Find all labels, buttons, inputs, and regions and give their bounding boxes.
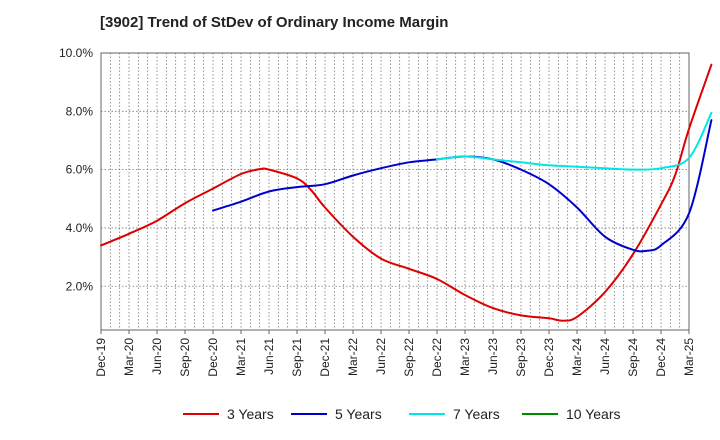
x-tick-label: Mar-25: [682, 338, 696, 376]
chart-title: [3902] Trend of StDev of Ordinary Income…: [100, 14, 449, 31]
legend-item: 10 Years: [522, 404, 621, 424]
y-tick-label: 8.0%: [66, 104, 94, 118]
legend-swatch: [409, 413, 445, 415]
legend-label: 5 Years: [335, 406, 382, 422]
plot-frame: [100, 52, 690, 331]
plot-area: [101, 53, 689, 330]
x-tick-label: Sep-21: [290, 338, 304, 377]
x-tick-label: Dec-24: [654, 338, 668, 377]
legend-item: 5 Years: [291, 404, 382, 424]
legend-label: 7 Years: [453, 406, 500, 422]
x-tick-label: Mar-21: [234, 338, 248, 376]
x-tick-label: Dec-23: [542, 338, 556, 377]
legend-label: 3 Years: [227, 406, 274, 422]
legend: 3 Years 5 Years 7 Years 10 Years: [0, 404, 720, 426]
legend-swatch: [183, 413, 219, 415]
x-tick-label: Jun-24: [598, 338, 612, 375]
y-tick-label: 6.0%: [66, 163, 94, 177]
x-tick-label: Dec-20: [206, 338, 220, 377]
legend-label: 10 Years: [566, 406, 621, 422]
x-tick-label: Mar-24: [570, 338, 584, 376]
y-tick-label: 2.0%: [66, 279, 94, 293]
legend-swatch: [522, 413, 558, 415]
series-line-7-years: [436, 111, 713, 171]
series-line-3-years: [100, 63, 713, 322]
y-tick-label: 10.0%: [59, 46, 93, 60]
x-tick-label: Dec-21: [318, 338, 332, 377]
x-tick-label: Jun-20: [150, 338, 164, 375]
legend-item: 7 Years: [409, 404, 500, 424]
x-tick-label: Sep-23: [514, 338, 528, 377]
x-tick-label: Sep-24: [626, 338, 640, 377]
x-tick-label: Sep-22: [402, 338, 416, 377]
x-tick-label: Mar-22: [346, 338, 360, 376]
x-tick-label: Sep-20: [178, 338, 192, 377]
legend-item: 3 Years: [183, 404, 274, 424]
x-tick-label: Jun-23: [486, 338, 500, 375]
x-tick-label: Dec-22: [430, 338, 444, 377]
x-tick-label: Jun-21: [262, 338, 276, 375]
x-tick-label: Dec-19: [94, 338, 108, 377]
y-tick-label: 4.0%: [66, 221, 94, 235]
x-tick-label: Jun-22: [374, 338, 388, 375]
legend-swatch: [291, 413, 327, 415]
x-tick-label: Mar-20: [122, 338, 136, 376]
x-tick-label: Mar-23: [458, 338, 472, 376]
line-chart: 2.0% 4.0% 6.0% 8.0% 10.0% Dec-19 Mar-20 Jun-20 S…: [59, 46, 713, 377]
